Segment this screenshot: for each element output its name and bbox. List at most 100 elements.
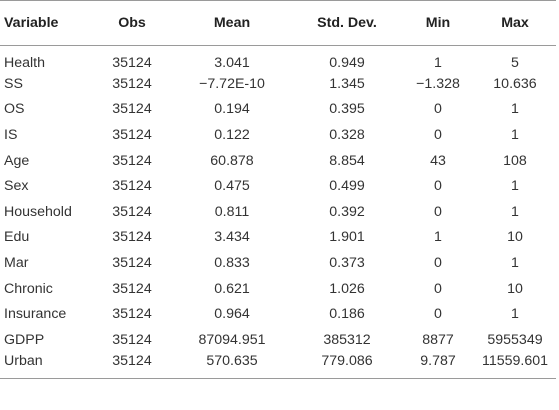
cell-obs: 35124 xyxy=(112,101,152,118)
cell-std-dev: 0.949 xyxy=(329,54,365,71)
cell-obs: 35124 xyxy=(112,280,152,297)
cell-max: 10 xyxy=(507,229,523,246)
cell-mean: 60.878 xyxy=(210,152,254,169)
cell-std-dev: 0.373 xyxy=(329,255,365,272)
cell-min: −1.328 xyxy=(416,75,460,92)
cell-obs: 35124 xyxy=(112,255,152,272)
cell-mean: 87094.951 xyxy=(198,331,266,348)
cell-min: 0 xyxy=(434,178,442,195)
cell-variable: SS xyxy=(4,75,23,92)
cell-min: 43 xyxy=(430,152,446,169)
cell-std-dev: 8.854 xyxy=(329,152,365,169)
cell-obs: 35124 xyxy=(112,178,152,195)
cell-mean: −7.72E-10 xyxy=(199,75,265,92)
cell-std-dev: 1.026 xyxy=(329,280,365,297)
cell-obs: 35124 xyxy=(92,352,172,379)
cell-min: 8877 xyxy=(422,331,454,348)
cell-std-dev: 0.499 xyxy=(329,178,365,195)
cell-max: 5 xyxy=(511,54,519,71)
table-row: Age 35124 60.878 8.854 43 108 xyxy=(0,148,556,174)
cell-min: 0 xyxy=(434,127,442,144)
table-header: Variable Obs Mean Std. Dev. Min Max xyxy=(0,0,556,46)
cell-obs: 35124 xyxy=(112,203,152,220)
cell-obs: 35124 xyxy=(112,54,152,71)
table-row: Health 35124 3.041 0.949 1 5 xyxy=(0,46,556,72)
header-max: Max xyxy=(474,0,556,46)
cell-variable: Age xyxy=(4,152,30,169)
cell-min: 9.787 xyxy=(402,352,474,379)
cell-obs: 35124 xyxy=(112,331,152,348)
cell-variable: Chronic xyxy=(4,280,53,297)
header-variable: Variable xyxy=(0,0,92,46)
table-row: Household 35124 0.811 0.392 0 1 xyxy=(0,199,556,225)
cell-variable: Urban xyxy=(0,352,92,379)
cell-obs: 35124 xyxy=(112,75,152,92)
cell-std-dev: 0.395 xyxy=(329,101,365,118)
table-row: Sex 35124 0.475 0.499 0 1 xyxy=(0,173,556,199)
cell-max: 1 xyxy=(511,306,519,323)
cell-max: 10 xyxy=(507,280,523,297)
cell-variable: Health xyxy=(4,54,46,71)
cell-std-dev: 1.345 xyxy=(329,75,365,92)
cell-mean: 0.833 xyxy=(214,255,250,272)
cell-min: 1 xyxy=(434,229,442,246)
cell-max: 1 xyxy=(511,203,519,220)
table-row: Insurance 35124 0.964 0.186 0 1 xyxy=(0,301,556,327)
table-row: OS 35124 0.194 0.395 0 1 xyxy=(0,97,556,123)
cell-variable: Household xyxy=(4,203,72,220)
cell-max: 5955349 xyxy=(487,331,543,348)
cell-std-dev: 0.392 xyxy=(329,203,365,220)
cell-variable: IS xyxy=(4,127,18,144)
cell-mean: 570.635 xyxy=(172,352,292,379)
cell-mean: 3.041 xyxy=(214,54,250,71)
cell-variable: Edu xyxy=(4,229,30,246)
cell-obs: 35124 xyxy=(112,152,152,169)
cell-max: 1 xyxy=(511,127,519,144)
cell-std-dev: 0.186 xyxy=(329,306,365,323)
table-row: IS 35124 0.122 0.328 0 1 xyxy=(0,122,556,148)
header-min: Min xyxy=(402,0,474,46)
cell-mean: 3.434 xyxy=(214,229,250,246)
cell-min: 1 xyxy=(434,54,442,71)
cell-obs: 35124 xyxy=(112,127,152,144)
cell-max: 108 xyxy=(503,152,527,169)
cell-max: 1 xyxy=(511,178,519,195)
header-mean: Mean xyxy=(172,0,292,46)
table-row: Edu 35124 3.434 1.901 1 10 xyxy=(0,225,556,251)
cell-std-dev: 779.086 xyxy=(292,352,402,379)
cell-max: 1 xyxy=(511,255,519,272)
cell-mean: 0.964 xyxy=(214,306,250,323)
cell-min: 0 xyxy=(434,306,442,323)
table-row: GDPP 35124 87094.951 385312 8877 5955349 xyxy=(0,327,556,353)
cell-max: 1 xyxy=(511,101,519,118)
cell-min: 0 xyxy=(434,280,442,297)
cell-variable: GDPP xyxy=(4,331,45,348)
cell-std-dev: 1.901 xyxy=(329,229,365,246)
cell-min: 0 xyxy=(434,255,442,272)
cell-mean: 0.621 xyxy=(214,280,250,297)
cell-std-dev: 0.328 xyxy=(329,127,365,144)
cell-variable: OS xyxy=(4,101,25,118)
table-row: SS 35124 −7.72E-10 1.345 −1.328 10.636 xyxy=(0,71,556,97)
header-row: Variable Obs Mean Std. Dev. Min Max xyxy=(0,0,556,46)
table-row: Chronic 35124 0.621 1.026 0 10 xyxy=(0,276,556,302)
cell-obs: 35124 xyxy=(112,229,152,246)
header-obs: Obs xyxy=(92,0,172,46)
cell-std-dev: 385312 xyxy=(323,331,371,348)
cell-mean: 0.811 xyxy=(214,203,250,220)
cell-obs: 35124 xyxy=(112,306,152,323)
cell-variable: Sex xyxy=(4,178,29,195)
table-row: Urban 35124 570.635 779.086 9.787 11559.601 xyxy=(0,352,556,379)
header-std-dev: Std. Dev. xyxy=(292,0,402,46)
cell-min: 0 xyxy=(434,203,442,220)
descriptive-statistics-table: Variable Obs Mean Std. Dev. Min Max Heal… xyxy=(0,0,556,379)
cell-max: 10.636 xyxy=(493,75,537,92)
cell-variable: Mar xyxy=(4,255,29,272)
cell-variable: Insurance xyxy=(4,306,67,323)
cell-mean: 0.194 xyxy=(214,101,250,118)
cell-max: 11559.601 xyxy=(474,352,556,379)
cell-mean: 0.475 xyxy=(214,178,250,195)
cell-mean: 0.122 xyxy=(214,127,250,144)
table-body: Health 35124 3.041 0.949 1 5 SS 35124 −7.72E-10 1… xyxy=(0,46,556,379)
